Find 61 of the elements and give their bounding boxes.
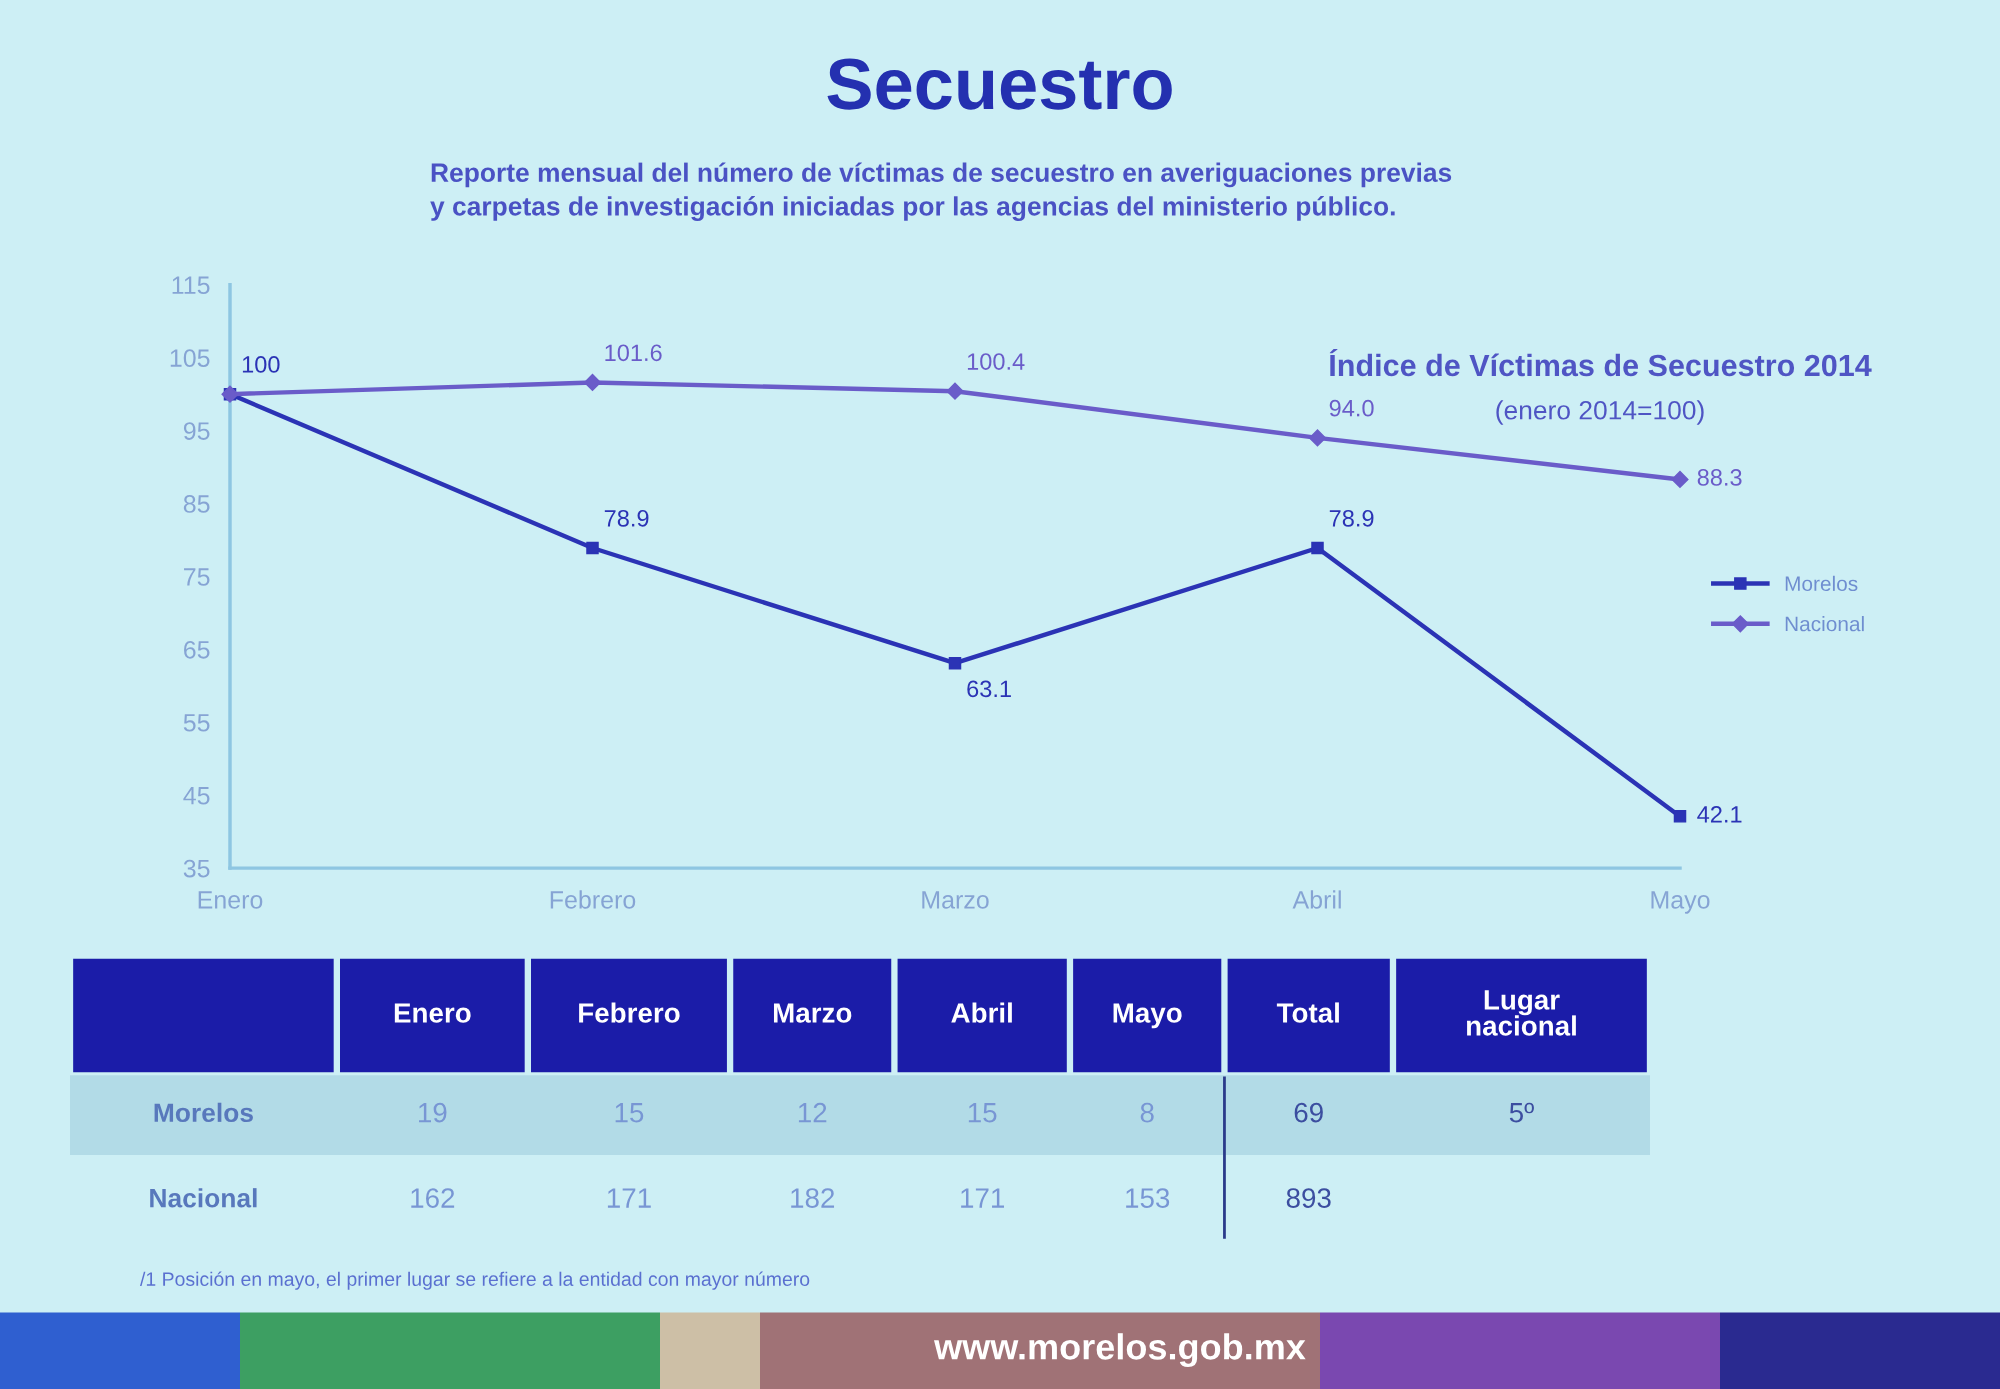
y-tick-label: 55 — [183, 714, 210, 732]
category-label: Abril — [951, 1002, 1012, 1023]
data-label: 78.9 — [1329, 509, 1374, 527]
data-label: 101.6 — [605, 344, 662, 362]
x-tick-label: Febrero — [550, 890, 636, 909]
y-tick-label: 75 — [184, 568, 210, 586]
data-label: 153 — [1126, 1188, 1170, 1208]
annotation: Índice de Víctimas de Secuestro 2014 — [1329, 348, 1872, 377]
point — [586, 541, 599, 555]
y-tick-label: 95 — [183, 422, 210, 440]
category-label: Total — [1276, 1002, 1339, 1023]
category-label: Lugar nacional — [1466, 990, 1576, 1036]
point — [583, 373, 602, 392]
data-label: 8 — [1140, 1102, 1154, 1123]
chart-subtitle: Reporte mensual del número de víctimas de secuestro en averiguaciones previas y carpetas de investigación iniciadas por las agencias del ministerio público. — [430, 162, 1452, 221]
point — [1673, 810, 1687, 823]
data-label: 162 — [411, 1188, 455, 1208]
x-tick-label: Abril — [1292, 890, 1341, 909]
data-label: 100 — [242, 356, 280, 373]
data-label: 94.0 — [1329, 399, 1374, 417]
data-label: 5º — [1509, 1102, 1534, 1123]
text: www.morelos.gob.mx — [933, 1333, 1306, 1368]
series-label: Morelos — [154, 1102, 253, 1123]
y-tick-label: 35 — [183, 859, 210, 878]
data-label: 88.3 — [1697, 469, 1742, 486]
point — [1311, 541, 1324, 555]
category-label: Marzo — [773, 1003, 852, 1023]
data-label: 100.4 — [967, 353, 1025, 370]
category-label: Enero — [394, 1003, 471, 1023]
data-label: 63.1 — [967, 680, 1011, 698]
data-label: 171 — [961, 1188, 1005, 1208]
point — [946, 382, 964, 400]
y-tick-label: 115 — [172, 276, 210, 295]
text: /1 Posición en mayo, el primer lugar se refiere a la entidad con mayor número — [140, 1271, 810, 1290]
data-label: 15 — [615, 1103, 644, 1123]
category-label: Febrero — [579, 1002, 680, 1023]
data-label: 893 — [1286, 1188, 1331, 1208]
point — [948, 656, 962, 670]
y-tick-label: 65 — [184, 640, 210, 659]
category-label: Mayo — [1113, 1003, 1182, 1029]
legend-label: Morelos — [1785, 575, 1858, 592]
data-label: 12 — [798, 1102, 827, 1123]
data-label: 78.9 — [604, 509, 649, 527]
y-tick-label: 45 — [183, 787, 210, 805]
point — [1308, 429, 1327, 447]
data-label: 171 — [607, 1188, 651, 1208]
x-tick-label: Marzo — [922, 891, 989, 909]
data-label: 15 — [968, 1103, 997, 1123]
y-tick-label: 85 — [183, 495, 210, 513]
y-tick-label: 105 — [170, 349, 210, 367]
x-tick-label: Mayo — [1651, 891, 1710, 914]
x-tick-label: Enero — [198, 891, 263, 909]
chart-title: Secuestro — [827, 58, 1172, 110]
legend-label: Nacional — [1785, 616, 1864, 632]
data-label: 182 — [791, 1188, 835, 1208]
text: Nacional — [150, 1188, 257, 1208]
data-label: 19 — [419, 1102, 447, 1123]
point — [1671, 470, 1689, 489]
data-label: 69 — [1294, 1102, 1323, 1123]
annotation: (enero 2014=100) — [1496, 400, 1704, 425]
data-label: 42.1 — [1697, 805, 1742, 823]
